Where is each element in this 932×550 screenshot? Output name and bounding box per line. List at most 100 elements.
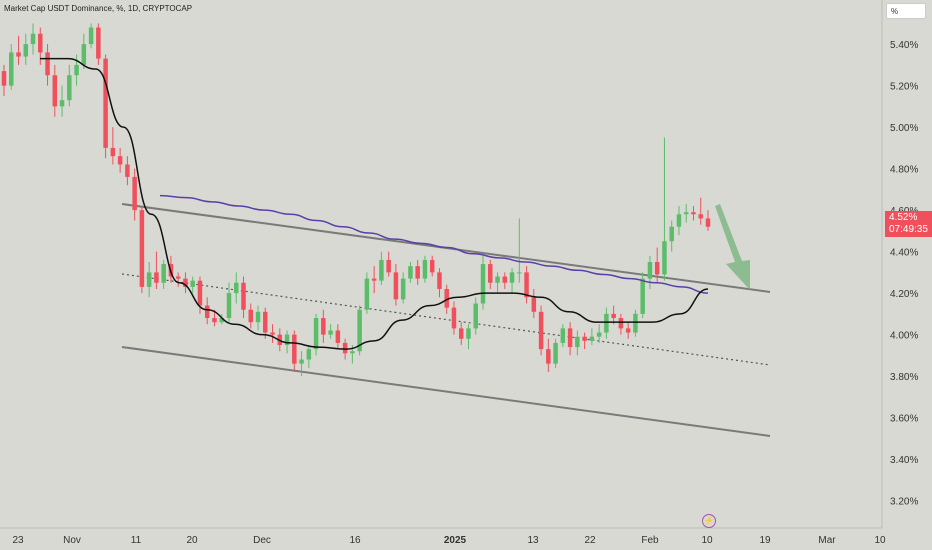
- candle-body: [74, 64, 79, 76]
- candle-body: [582, 336, 587, 341]
- candle-body: [226, 293, 232, 319]
- candle-body: [9, 52, 14, 86]
- lightning-icon[interactable]: ⚡: [702, 514, 716, 528]
- candle-body: [596, 332, 602, 337]
- candle-body: [524, 272, 529, 298]
- candle-body: [611, 313, 616, 319]
- candle-body: [437, 272, 442, 289]
- channel-midline: [121, 273, 771, 366]
- x-tick-label: Nov: [63, 535, 81, 546]
- y-tick-label: 5.00%: [890, 123, 918, 134]
- candle-body: [313, 318, 319, 350]
- x-tick-label: 23: [12, 535, 24, 546]
- candle-body: [400, 278, 406, 300]
- candle-body: [96, 27, 101, 59]
- candle-body: [175, 276, 181, 279]
- x-tick-label: 13: [527, 535, 539, 546]
- candle-body: [139, 210, 145, 287]
- candle-body: [110, 147, 116, 157]
- candle-body: [683, 212, 689, 215]
- candle-body: [23, 44, 29, 57]
- x-tick-label: 20: [186, 535, 198, 546]
- percent-scale-button[interactable]: %: [886, 3, 926, 19]
- x-tick-label: 2025: [444, 535, 467, 546]
- y-tick-label: 3.60%: [890, 414, 918, 425]
- candle-body: [219, 318, 224, 323]
- candle-body: [190, 280, 195, 287]
- price-axis: 5.40%5.20%5.00%4.80%4.60%4.40%4.20%4.00%…: [890, 40, 918, 508]
- candle-body: [103, 58, 108, 148]
- x-tick-label: 22: [584, 535, 596, 546]
- candle-body: [357, 309, 362, 352]
- y-tick-label: 3.40%: [890, 455, 918, 466]
- x-tick-label: Feb: [641, 535, 659, 546]
- candle-body: [589, 336, 595, 341]
- candle-body: [386, 259, 391, 273]
- candle-body: [408, 266, 413, 279]
- candle-body: [618, 318, 624, 329]
- y-tick-label: 3.20%: [890, 497, 918, 508]
- candle-body: [204, 305, 210, 319]
- candle-body: [509, 272, 515, 283]
- time-axis: 23 Nov 11 20 Dec 16 2025 13 22 Feb 10 19 Mar 10: [12, 535, 886, 546]
- candle-body: [480, 264, 486, 304]
- candle-body: [197, 280, 203, 306]
- candle-body: [575, 336, 580, 348]
- candle-body: [698, 214, 703, 219]
- candle-body: [531, 297, 537, 312]
- y-tick-label: 3.80%: [890, 372, 918, 383]
- candle-body: [415, 266, 420, 279]
- candle-body: [241, 282, 246, 310]
- long-moving-average-line: [159, 194, 709, 294]
- candle-body: [81, 44, 87, 65]
- candle-body: [306, 349, 312, 360]
- candle-body: [567, 328, 573, 348]
- candle-body: [495, 276, 500, 283]
- current-price-tag: 4.52% 07:49:35: [885, 211, 932, 237]
- channel-lower-line: [121, 346, 771, 437]
- y-tick-label: 4.40%: [890, 248, 918, 259]
- candle-body: [52, 75, 58, 107]
- x-tick-label: 11: [131, 535, 142, 546]
- candle-body: [393, 272, 399, 300]
- candle-body: [38, 33, 43, 53]
- y-tick-label: 4.20%: [890, 289, 918, 300]
- candle-body: [379, 259, 384, 281]
- short-moving-average-line: [40, 57, 709, 350]
- candle-body: [248, 309, 254, 323]
- x-tick-label: 10: [874, 535, 886, 546]
- candle-body: [662, 241, 667, 275]
- candle-body: [473, 303, 479, 329]
- candle-body: [488, 264, 493, 283]
- candle-body: [30, 33, 36, 45]
- candle-body: [212, 318, 217, 323]
- candle-body: [342, 342, 348, 354]
- candle-body: [654, 262, 660, 275]
- y-tick-label: 5.40%: [890, 40, 918, 51]
- candle-body: [125, 164, 130, 177]
- candle-body: [161, 264, 166, 283]
- candle-body: [625, 328, 631, 333]
- down-arrow-annotation: [715, 204, 750, 290]
- candle-body: [233, 282, 239, 294]
- candle-body: [132, 176, 137, 211]
- candle-body: [429, 259, 435, 273]
- candle-body: [154, 272, 159, 283]
- x-tick-label: Mar: [818, 535, 836, 546]
- candle-body: [451, 307, 457, 329]
- candle-body: [705, 218, 711, 227]
- candle-body: [45, 52, 50, 76]
- candle-body: [647, 262, 653, 279]
- candle-body: [676, 214, 682, 227]
- y-tick-label: 4.00%: [890, 331, 918, 342]
- candle-body: [640, 278, 645, 314]
- candle-body: [669, 226, 674, 242]
- candle-body: [146, 272, 152, 287]
- candle-body: [299, 359, 304, 364]
- candle-body: [335, 330, 341, 343]
- candles-group: [1, 23, 711, 377]
- candle-body: [67, 75, 72, 101]
- candle-body: [263, 311, 268, 333]
- candle-body: [16, 52, 21, 57]
